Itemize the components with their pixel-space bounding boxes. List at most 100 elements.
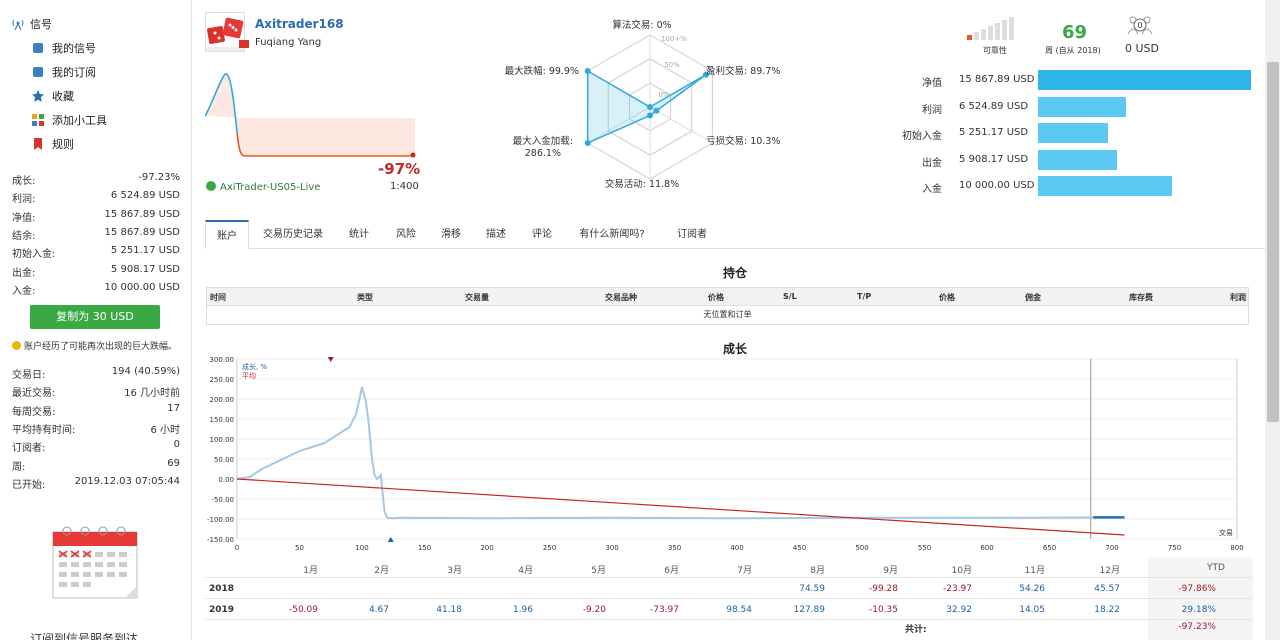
bar-label-2: 初始入金 [902,131,942,142]
copy-button[interactable]: 复制为 30 USD [30,305,160,329]
monthly-value: -23.97 [942,584,972,594]
series-average [236,478,1125,536]
stat-value: -97.23% [138,172,180,183]
stat-value: 0 [173,439,180,451]
bar-value-0: 15 867.89 USD [959,74,1035,85]
trader-name-link[interactable]: Axitrader168 [255,17,344,31]
positions-col-7: 价格 [939,293,955,302]
stat-value: 5 251.17 USD [110,245,180,257]
monthly-value: 127.89 [793,605,826,615]
bar-label-0: 净值 [922,78,942,89]
x-tick: 100 [355,544,368,552]
x-tick: 0 [235,544,239,552]
radar-label-bottom_right: 亏损交易: 10.3% [706,135,780,147]
stat-row: 最近交易: 16 几小时前 [12,384,180,399]
monthly-row-2019: 2019 -50.09 4.67 41.18 1.96 -9.20 -73.97 98.54 1… [205,599,1252,620]
positions-col-0: 时间 [210,293,226,302]
monthly-value: 41.18 [436,605,462,615]
monthly-value: 14.05 [1019,605,1045,615]
stat-row: 出金: 5 908.17 USD [12,264,180,279]
stat-row: 每周交易: 17 [12,403,180,418]
bar-4 [1038,176,1173,196]
month-12: YTD [1207,563,1225,573]
radar-label-top_right: 盈利交易: 89.7% [706,65,780,77]
nav-item-label: 收藏 [52,90,74,103]
verified-icon [206,181,216,191]
tab-8[interactable]: 订阅者 [677,229,707,240]
month-0: 1月 [303,566,318,576]
trader-owner: Fuqiang Yang [255,37,322,48]
tab-5[interactable]: 描述 [486,229,506,240]
radar-point [584,140,591,146]
nav-item-0[interactable]: 我的信号 [32,40,96,56]
stat-label: 入金: [12,285,36,297]
tab-1[interactable]: 交易历史记录 [263,229,323,240]
x-tick: 800 [1230,544,1243,552]
tab-3[interactable]: 风险 [396,229,416,240]
total-value: -97.23% [1178,622,1216,632]
stat-value: 2019.12.03 07:05:44 [74,475,180,487]
month-4: 5月 [591,566,606,576]
nav-item-label: 添加小工具 [52,114,107,127]
tab-2[interactable]: 统计 [349,229,369,240]
positions-col-3: 交易品种 [605,293,637,302]
tab-7[interactable]: 有什么新闻吗? [579,229,645,240]
y-tick: 250.00 [210,376,235,384]
y-tick: 100.00 [210,436,235,444]
monthly-value: 98.54 [726,605,752,615]
monthly-value: 54.26 [1019,584,1045,594]
stat-value: 17 [167,402,180,414]
positions-col-4: 价格 [708,293,724,302]
nav-item-1[interactable]: 我的订阅 [32,64,96,80]
y-tick: 200.00 [210,396,235,404]
star-icon [32,90,44,102]
stat-row: 交易日: 194 (40.59%) [12,366,180,381]
x-tick: 650 [1043,544,1056,552]
weeks-label: 周 (自从 2018) [1045,46,1101,55]
tab-6[interactable]: 评论 [532,229,552,240]
nav-item-2[interactable]: 收藏 [32,88,74,104]
radar-spoke [587,106,651,144]
calendar-icon [52,526,138,599]
leverage: 1:400 [390,181,419,192]
signals-header[interactable]: 信号 [12,16,52,32]
weeks-count: 69 [1062,22,1088,43]
x-tick: 500 [855,544,868,552]
signal-icon [33,43,43,53]
server-link[interactable]: AxiTrader-US05-Live [206,181,320,193]
radar-label-bottom: 交易活动: 11.8% [605,178,679,190]
legend-average: 平均 [242,371,256,380]
stat-row: 入金: 10 000.00 USD [12,282,180,297]
stat-label: 利润: [12,194,36,206]
x-tick: 550 [918,544,931,552]
y-tick: -100.00 [207,516,234,524]
month-2: 3月 [447,566,462,576]
monthly-value: -10.35 [868,605,898,615]
nav-item-4[interactable]: 规则 [32,136,74,152]
positions-empty: 无位置和订单 [703,310,752,319]
nav-item-3[interactable]: 添加小工具 [32,112,107,128]
stat-label: 订阅者: [12,443,46,455]
stat-label: 平均持有时间: [12,424,76,436]
bar-value-4: 10 000.00 USD [959,180,1035,191]
month-8: 9月 [883,566,898,576]
sidebar: 信号 我的信号 我的订阅 收藏 添加小工具 规则 成长: -97.23% 利润: 6 524.… [0,0,192,640]
positions-col-10: 利润 [1230,293,1246,302]
scrollbar-thumb[interactable] [1267,62,1279,422]
positions-col-8: 佣金 [1025,293,1041,302]
x-tick: 450 [793,544,806,552]
stat-row: 平均持有时间: 6 小时 [12,421,180,436]
positions-col-9: 库存费 [1129,293,1153,302]
month-7: 8月 [810,566,825,576]
tab-4[interactable]: 滑移 [441,229,461,240]
reliability-label: 可靠性 [983,46,1007,55]
y-tick: -50.00 [211,496,234,504]
bar-2 [1038,123,1109,143]
monthly-header-row: 1月 2月 3月 4月 5月 6月 7月 8月 9月 10月 11月 12月 YTD [205,557,1252,578]
x-tick: 700 [1105,544,1118,552]
monthly-value: 32.92 [946,605,972,615]
event-marker-bottom [387,537,394,542]
trader-avatar [205,12,245,52]
subscribers-count: 0 [1137,21,1142,30]
tab-0[interactable]: 账户 [205,220,249,249]
